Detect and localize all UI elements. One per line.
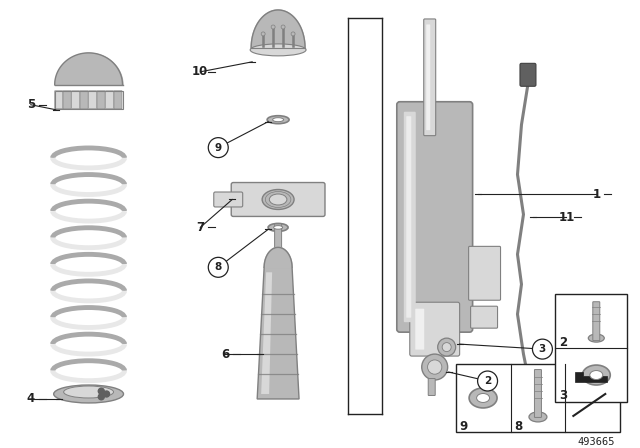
Ellipse shape (267, 116, 289, 124)
Text: 10: 10 (192, 65, 209, 78)
Circle shape (99, 388, 104, 394)
Bar (556, 294, 627, 402)
Text: 1: 1 (592, 188, 600, 201)
Bar (456, 364, 620, 432)
FancyBboxPatch shape (97, 91, 105, 109)
Circle shape (532, 339, 552, 359)
FancyBboxPatch shape (410, 302, 460, 356)
Circle shape (99, 394, 104, 400)
FancyBboxPatch shape (114, 91, 122, 109)
Text: 5: 5 (27, 98, 35, 111)
Text: 7: 7 (196, 221, 204, 234)
Circle shape (104, 391, 109, 397)
Polygon shape (257, 267, 299, 399)
Text: 2: 2 (559, 336, 568, 349)
Circle shape (271, 25, 275, 29)
Ellipse shape (262, 190, 294, 210)
Circle shape (261, 32, 265, 36)
Ellipse shape (250, 44, 306, 56)
Polygon shape (575, 372, 607, 382)
Text: 6: 6 (221, 348, 229, 361)
FancyBboxPatch shape (80, 91, 88, 109)
Ellipse shape (582, 365, 611, 385)
Text: 3: 3 (539, 344, 546, 354)
FancyBboxPatch shape (415, 309, 424, 349)
Circle shape (291, 32, 295, 36)
Circle shape (438, 338, 456, 356)
FancyBboxPatch shape (275, 224, 282, 255)
Circle shape (208, 138, 228, 158)
Text: 8: 8 (214, 263, 222, 272)
FancyBboxPatch shape (470, 306, 497, 328)
FancyBboxPatch shape (106, 91, 113, 109)
FancyBboxPatch shape (406, 116, 412, 318)
Ellipse shape (268, 224, 288, 232)
FancyBboxPatch shape (214, 192, 243, 207)
FancyBboxPatch shape (468, 246, 500, 300)
Text: 9: 9 (460, 420, 468, 433)
Circle shape (428, 360, 442, 374)
Ellipse shape (477, 393, 490, 402)
FancyBboxPatch shape (54, 91, 63, 109)
FancyBboxPatch shape (426, 25, 430, 130)
Ellipse shape (469, 388, 497, 408)
FancyBboxPatch shape (520, 63, 536, 86)
FancyBboxPatch shape (397, 102, 472, 332)
Ellipse shape (588, 334, 604, 342)
Polygon shape (251, 10, 305, 48)
Text: 493665: 493665 (577, 437, 615, 447)
Ellipse shape (273, 118, 284, 122)
Text: 11: 11 (558, 211, 575, 224)
FancyBboxPatch shape (508, 378, 524, 398)
Text: 9: 9 (214, 142, 222, 153)
Text: 3: 3 (559, 389, 568, 402)
Ellipse shape (529, 412, 547, 422)
Text: 4: 4 (27, 392, 35, 405)
Circle shape (281, 25, 285, 29)
Text: 2: 2 (484, 376, 491, 386)
Bar (54, 91, 122, 109)
Ellipse shape (54, 385, 124, 403)
Ellipse shape (590, 370, 603, 379)
Ellipse shape (274, 226, 283, 229)
FancyBboxPatch shape (428, 379, 435, 396)
Circle shape (442, 343, 451, 352)
FancyBboxPatch shape (404, 112, 416, 322)
FancyBboxPatch shape (72, 91, 79, 109)
Circle shape (477, 371, 497, 391)
FancyBboxPatch shape (231, 182, 325, 216)
FancyBboxPatch shape (593, 302, 600, 340)
Text: 8: 8 (515, 420, 523, 433)
Polygon shape (261, 272, 272, 394)
Ellipse shape (269, 194, 287, 205)
Circle shape (422, 354, 447, 380)
FancyBboxPatch shape (63, 91, 71, 109)
FancyBboxPatch shape (424, 19, 436, 136)
Circle shape (208, 257, 228, 277)
FancyBboxPatch shape (534, 370, 541, 418)
Polygon shape (264, 247, 292, 267)
FancyBboxPatch shape (88, 91, 97, 109)
Ellipse shape (63, 386, 113, 398)
